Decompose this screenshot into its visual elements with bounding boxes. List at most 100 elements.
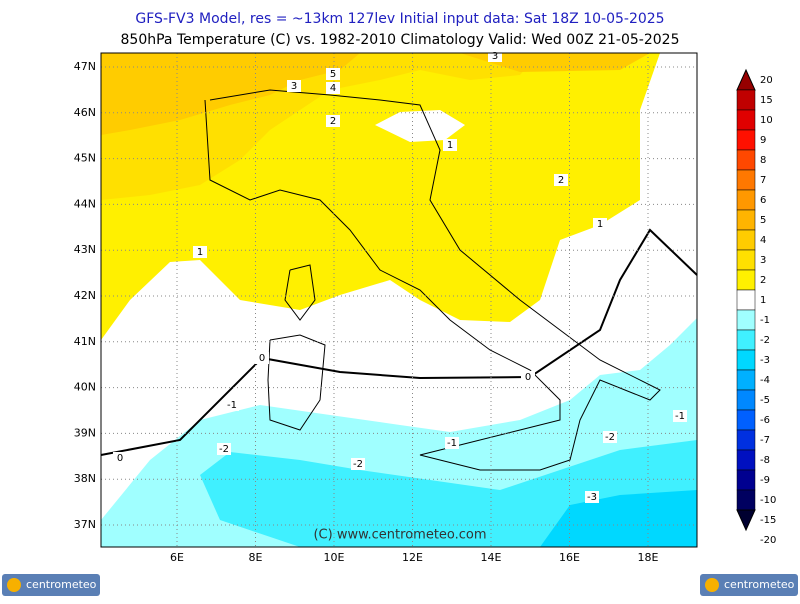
fill-3-4 xyxy=(101,53,360,135)
colorbar-label: -4 xyxy=(760,375,770,386)
colorbar-label: 15 xyxy=(760,95,773,106)
lat-label: 39N xyxy=(74,426,96,439)
colorbar-label: -5 xyxy=(760,395,770,406)
colorbar-segment xyxy=(736,129,756,151)
fill-3-4b xyxy=(460,53,650,72)
colorbar-segment xyxy=(736,249,756,271)
colorbar-label: -8 xyxy=(760,455,770,466)
contour-label: 5 xyxy=(330,69,336,80)
colorbar-label: 2 xyxy=(760,275,766,286)
fill-m3-m4 xyxy=(540,490,697,547)
contour-label-bg xyxy=(225,399,239,411)
grid xyxy=(101,53,697,547)
contour-label: 1 xyxy=(597,219,603,230)
island-corsica xyxy=(284,264,316,321)
title-line2: 850hPa Temperature (C) vs. 1982-2010 Cli… xyxy=(121,32,680,48)
colorbar-segment xyxy=(736,269,756,291)
contour-label: 0 xyxy=(117,453,123,464)
colorbar-segment xyxy=(736,349,756,371)
lat-label: 45N xyxy=(74,152,96,165)
colorbar-label: -6 xyxy=(760,415,770,426)
logo-text: centrometeo xyxy=(724,578,795,591)
lon-label: 14E xyxy=(481,551,502,564)
colorbar-arrow xyxy=(736,509,756,532)
contour-label: -2 xyxy=(605,432,615,443)
colorbar-segment xyxy=(736,389,756,411)
lon-label: 12E xyxy=(402,551,423,564)
contour-label-bg xyxy=(445,437,459,449)
contour-label-bg xyxy=(217,443,231,455)
colorbar-label: 5 xyxy=(760,215,766,226)
colorbar-segment xyxy=(736,189,756,211)
colorbar-label: -3 xyxy=(760,355,770,366)
lat-label: 40N xyxy=(74,381,96,394)
contour-label: 1 xyxy=(447,140,453,151)
colorbar-label: -7 xyxy=(760,435,770,446)
colorbar-label: -10 xyxy=(760,495,776,506)
colorbar-label: -2 xyxy=(760,335,770,346)
colorbar-label: 10 xyxy=(760,115,773,126)
lat-label: 38N xyxy=(74,472,96,485)
contour-label: 0 xyxy=(259,353,265,364)
colorbar: 20 15 10 9 8 7 6 5 4 3 2 1 -1 -2 -3 -4 -5 -6 -7 -8 -9 -10 -15 -… xyxy=(736,68,776,546)
colorbar-segment xyxy=(736,109,756,131)
contour-label-bg xyxy=(521,371,535,383)
colorbar-label: 7 xyxy=(760,175,766,186)
colorbar-label: 1 xyxy=(760,295,766,306)
colorbar-label: 9 xyxy=(760,135,766,146)
colorbar-segment xyxy=(736,169,756,191)
map: 5 4 3 3 2 2 1 1 1 0 0 0 -1 -1 -1 -2 -2 -2 -3 (C) www.centr… xyxy=(100,50,698,548)
contour-label: 3 xyxy=(492,51,498,62)
contour-label: -2 xyxy=(219,444,229,455)
colorbar-label: 8 xyxy=(760,155,766,166)
map-frame xyxy=(100,52,698,548)
lon-label: 18E xyxy=(638,551,659,564)
lat-label: 41N xyxy=(74,335,96,348)
watermark: (C) www.centrometeo.com xyxy=(313,528,486,543)
colorbar-label: 4 xyxy=(760,235,766,246)
contour-label-bg xyxy=(585,491,599,503)
colorbar-label: -20 xyxy=(760,535,776,546)
lat-label: 37N xyxy=(74,518,96,531)
lat-label: 47N xyxy=(74,60,96,73)
logo-right: centrometeo xyxy=(700,574,798,596)
contour-label: 3 xyxy=(291,81,297,92)
lon-label: 8E xyxy=(249,551,263,564)
contour-label: -1 xyxy=(447,438,457,449)
contour-label-bg xyxy=(255,352,269,364)
contour-label-bg xyxy=(673,410,687,422)
colorbar-label: 6 xyxy=(760,195,766,206)
contour-label: -1 xyxy=(227,400,237,411)
contour-label-bg xyxy=(326,82,340,94)
lon-label: 10E xyxy=(324,551,345,564)
colorbar-segment xyxy=(736,149,756,171)
contour-label: -1 xyxy=(675,411,685,422)
lon-label: 16E xyxy=(559,551,580,564)
contour-label: 0 xyxy=(525,372,531,383)
colorbar-label: 20 xyxy=(760,75,773,86)
colorbar-segment xyxy=(736,289,756,311)
lat-label: 46N xyxy=(74,106,96,119)
title-line1: GFS-FV3 Model, res = ~13km 127lev Initia… xyxy=(135,11,664,27)
logo-left: centrometeo xyxy=(2,574,100,596)
contour-label: 1 xyxy=(197,247,203,258)
colorbar-label: 3 xyxy=(760,255,766,266)
colorbar-segment xyxy=(736,309,756,331)
contour-label-bg xyxy=(326,115,340,127)
contour-label: -2 xyxy=(353,459,363,470)
lat-label: 43N xyxy=(74,243,96,256)
colorbar-label: -15 xyxy=(760,515,776,526)
contour-label-bg xyxy=(113,452,127,464)
colorbar-segment xyxy=(736,489,756,511)
contour-label: 2 xyxy=(558,175,564,186)
colorbar-arrow xyxy=(736,68,756,91)
colorbar-segment xyxy=(736,469,756,491)
contour-label-bg xyxy=(593,218,607,230)
colorbar-segment xyxy=(736,369,756,391)
lat-label: 42N xyxy=(74,289,96,302)
colorbar-segment xyxy=(736,329,756,351)
contour-label-bg xyxy=(287,80,301,92)
island-sardinia xyxy=(267,334,326,431)
colorbar-segment xyxy=(736,449,756,471)
